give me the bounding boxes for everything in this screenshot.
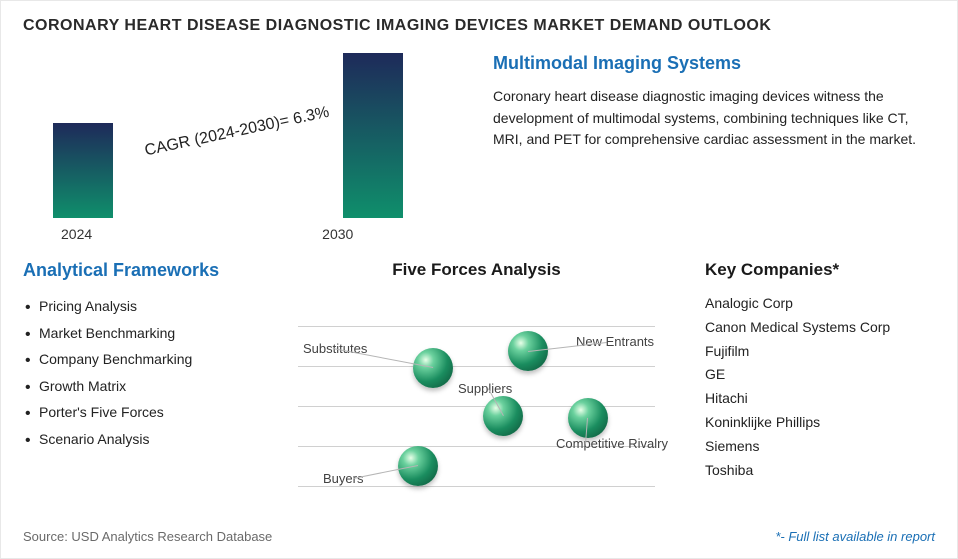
- companies-col: Key Companies* Analogic CorpCanon Medica…: [705, 260, 935, 506]
- five-forces-col: Five Forces Analysis SubstitutesNew Entr…: [268, 260, 685, 506]
- bottom-row: Analytical Frameworks Pricing AnalysisMa…: [23, 260, 935, 506]
- force-label: Buyers: [323, 471, 363, 486]
- company-item: Toshiba: [705, 459, 935, 483]
- framework-item: Porter's Five Forces: [23, 399, 248, 426]
- company-item: Canon Medical Systems Corp: [705, 316, 935, 340]
- company-item: Analogic Corp: [705, 292, 935, 316]
- company-item: Siemens: [705, 435, 935, 459]
- grid-line: [298, 486, 655, 487]
- footnote-text: *- Full list available in report: [775, 529, 935, 544]
- bar-label-2024: 2024: [61, 226, 92, 242]
- bar-labels: 2024 2030: [23, 226, 463, 242]
- page-title: CORONARY HEART DISEASE DIAGNOSTIC IMAGIN…: [23, 17, 935, 35]
- force-sphere: [483, 396, 523, 436]
- force-label: Competitive Rivalry: [556, 436, 668, 451]
- company-item: Hitachi: [705, 387, 935, 411]
- framework-item: Company Benchmarking: [23, 346, 248, 373]
- company-item: GE: [705, 363, 935, 387]
- highlight-title: Multimodal Imaging Systems: [493, 53, 935, 74]
- force-sphere: [413, 348, 453, 388]
- companies-list: Analogic CorpCanon Medical Systems CorpF…: [705, 292, 935, 482]
- force-sphere: [398, 446, 438, 486]
- five-forces-scatter: SubstitutesNew EntrantsSuppliersCompetit…: [268, 286, 685, 506]
- framework-item: Pricing Analysis: [23, 293, 248, 320]
- frameworks-list: Pricing AnalysisMarket BenchmarkingCompa…: [23, 293, 248, 453]
- framework-item: Market Benchmarking: [23, 320, 248, 347]
- bar-2024: [53, 123, 113, 218]
- grid-line: [298, 326, 655, 327]
- company-item: Fujifilm: [705, 340, 935, 364]
- frameworks-title: Analytical Frameworks: [23, 260, 248, 281]
- company-item: Koninklijke Phillips: [705, 411, 935, 435]
- bar-label-2030: 2030: [322, 226, 353, 242]
- cagr-label: CAGR (2024-2030)= 6.3%: [143, 104, 331, 161]
- force-label: New Entrants: [576, 334, 654, 349]
- highlight-body: Coronary heart disease diagnostic imagin…: [493, 86, 935, 151]
- bars: CAGR (2024-2030)= 6.3%: [23, 53, 463, 218]
- framework-item: Scenario Analysis: [23, 426, 248, 453]
- grid-line: [298, 366, 655, 367]
- force-sphere: [568, 398, 608, 438]
- companies-title: Key Companies*: [705, 260, 935, 280]
- top-row: CAGR (2024-2030)= 6.3% 2024 2030 Multimo…: [23, 53, 935, 242]
- bar-2030: [343, 53, 403, 218]
- cagr-bar-chart: CAGR (2024-2030)= 6.3% 2024 2030: [23, 53, 463, 242]
- source-text: Source: USD Analytics Research Database: [23, 529, 272, 544]
- highlight-panel: Multimodal Imaging Systems Coronary hear…: [493, 53, 935, 242]
- five-forces-title: Five Forces Analysis: [268, 260, 685, 280]
- framework-item: Growth Matrix: [23, 373, 248, 400]
- force-label: Suppliers: [458, 381, 512, 396]
- frameworks-col: Analytical Frameworks Pricing AnalysisMa…: [23, 260, 248, 506]
